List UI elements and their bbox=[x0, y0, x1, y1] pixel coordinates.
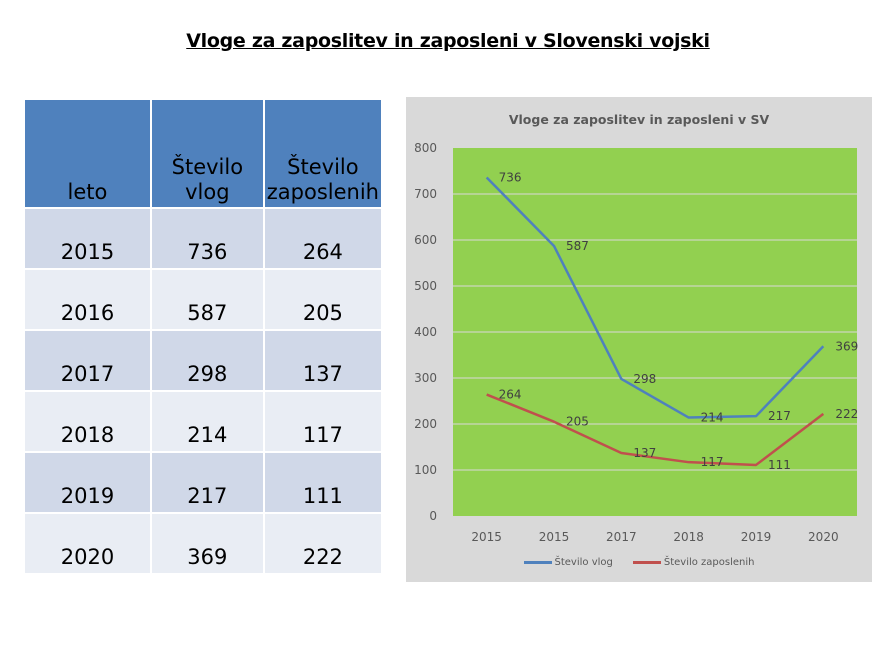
data-label: 205 bbox=[566, 415, 589, 429]
cell-year: 2020 bbox=[25, 514, 150, 573]
data-label: 264 bbox=[499, 388, 522, 402]
data-label: 111 bbox=[768, 458, 791, 472]
data-label: 298 bbox=[633, 372, 656, 386]
cell-applications: 369 bbox=[151, 514, 263, 573]
header-year: leto bbox=[25, 100, 150, 207]
cell-applications: 298 bbox=[151, 331, 263, 390]
line-chart: Vloge za zaposlitev in zaposleni v SV 0 1… bbox=[406, 97, 872, 582]
series-line-1 bbox=[486, 393, 825, 467]
cell-employed: 222 bbox=[264, 514, 381, 573]
table-row: 2019 217 111 bbox=[25, 453, 381, 512]
data-label: 137 bbox=[633, 446, 656, 460]
x-tick-label: 2015 bbox=[471, 530, 502, 544]
y-tick-label: 800 bbox=[414, 141, 437, 155]
page-title: Vloge za zaposlitev in zaposleni v Slove… bbox=[186, 30, 710, 52]
data-label: 217 bbox=[768, 409, 791, 423]
table-row: 2016 587 205 bbox=[25, 270, 381, 329]
y-tick-label: 600 bbox=[414, 233, 437, 247]
cell-year: 2016 bbox=[25, 270, 150, 329]
cell-employed: 137 bbox=[264, 331, 381, 390]
cell-year: 2017 bbox=[25, 331, 150, 390]
cell-employed: 264 bbox=[264, 209, 381, 268]
y-tick-label: 100 bbox=[414, 463, 437, 477]
data-label: 222 bbox=[835, 407, 858, 421]
data-label: 214 bbox=[701, 411, 724, 425]
series-line-0 bbox=[485, 176, 825, 419]
cell-applications: 217 bbox=[151, 453, 263, 512]
x-tick-label: 2015 bbox=[539, 530, 570, 544]
chart-title: Vloge za zaposlitev in zaposleni v SV bbox=[508, 112, 770, 127]
y-tick-label: 300 bbox=[414, 371, 437, 385]
table-row: 2015 736 264 bbox=[25, 209, 381, 268]
cell-employed: 205 bbox=[264, 270, 381, 329]
chart-plot: 0 100 200 300 400 500 600 700 800 2015 2015 2017 201… bbox=[414, 141, 858, 544]
legend-swatch-red bbox=[632, 561, 661, 564]
y-tick-label: 0 bbox=[429, 509, 437, 523]
data-label: 117 bbox=[701, 455, 724, 469]
x-tick-label: 2017 bbox=[606, 530, 637, 544]
data-label: 736 bbox=[499, 170, 522, 184]
data-label: 587 bbox=[566, 239, 589, 253]
table-row: 2020 369 222 bbox=[25, 514, 381, 573]
cell-applications: 736 bbox=[151, 209, 263, 268]
header-employed: Število zaposlenih bbox=[264, 100, 381, 207]
x-tick-label: 2019 bbox=[741, 530, 772, 544]
legend-item-applications: Število vlog bbox=[523, 557, 613, 568]
cell-applications: 587 bbox=[151, 270, 263, 329]
x-tick-label: 2018 bbox=[673, 530, 704, 544]
y-tick-label: 200 bbox=[414, 417, 437, 431]
table-header-row: leto Število vlog Število zaposlenih bbox=[25, 100, 381, 207]
y-tick-label: 500 bbox=[414, 279, 437, 293]
cell-year: 2019 bbox=[25, 453, 150, 512]
data-label: 369 bbox=[835, 339, 858, 353]
cell-employed: 111 bbox=[264, 453, 381, 512]
chart-legend: Število vlog Število zaposlenih bbox=[406, 557, 872, 568]
x-tick-label: 2020 bbox=[808, 530, 839, 544]
legend-swatch-blue bbox=[523, 561, 552, 564]
table-row: 2017 298 137 bbox=[25, 331, 381, 390]
cell-year: 2015 bbox=[25, 209, 150, 268]
y-tick-label: 700 bbox=[414, 187, 437, 201]
data-table: leto Število vlog Število zaposlenih 2015 … bbox=[23, 98, 383, 575]
legend-item-employed: Število zaposlenih bbox=[632, 557, 755, 568]
header-applications: Število vlog bbox=[151, 100, 263, 207]
cell-applications: 214 bbox=[151, 392, 263, 451]
table-row: 2018 214 117 bbox=[25, 392, 381, 451]
y-tick-label: 400 bbox=[414, 325, 437, 339]
cell-year: 2018 bbox=[25, 392, 150, 451]
cell-employed: 117 bbox=[264, 392, 381, 451]
